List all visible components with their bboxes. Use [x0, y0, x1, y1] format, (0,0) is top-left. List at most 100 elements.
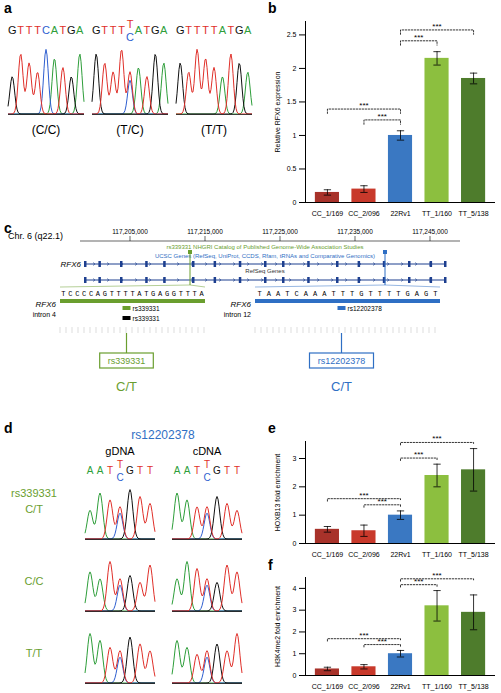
svg-text:C: C — [203, 472, 210, 483]
svg-text:cDNA: cDNA — [193, 445, 222, 457]
svg-text:T: T — [285, 290, 289, 298]
svg-text:C: C — [295, 290, 299, 298]
svg-text:T: T — [61, 290, 65, 298]
svg-text:TT_1/160: TT_1/160 — [422, 210, 452, 218]
svg-text:C/T: C/T — [25, 503, 43, 515]
svg-text:UCSC Genes (RefSeq, UniProt, C: UCSC Genes (RefSeq, UniProt, CCDS, Rfam,… — [155, 253, 375, 259]
svg-text:TT_5/138: TT_5/138 — [459, 683, 489, 691]
svg-text:A: A — [160, 24, 168, 36]
svg-text:A: A — [322, 290, 327, 298]
svg-text:G: G — [151, 24, 160, 36]
svg-text:G: G — [67, 24, 76, 36]
svg-text:3: 3 — [293, 455, 297, 462]
svg-text:2: 2 — [293, 483, 297, 490]
svg-text:A: A — [415, 290, 420, 298]
svg-text:T: T — [107, 465, 113, 476]
svg-text:2.5: 2.5 — [287, 31, 297, 38]
svg-text:***: *** — [359, 101, 368, 110]
svg-text:RFX6: RFX6 — [231, 300, 252, 309]
svg-text:T: T — [179, 290, 183, 298]
svg-text:T: T — [127, 18, 134, 30]
svg-text:T: T — [26, 24, 33, 36]
svg-text:TT_5/138: TT_5/138 — [459, 551, 489, 559]
svg-text:intron 12: intron 12 — [224, 311, 251, 318]
svg-text:HOXB13 fold enrichment: HOXB13 fold enrichment — [274, 454, 281, 531]
svg-text:22Rv1: 22Rv1 — [390, 683, 410, 690]
svg-text:C/C: C/C — [25, 575, 44, 587]
svg-text:intron 4: intron 4 — [33, 311, 56, 318]
svg-text:(T/C): (T/C) — [116, 123, 143, 137]
svg-text:117,235,000: 117,235,000 — [337, 228, 373, 235]
svg-text:A: A — [137, 290, 142, 298]
svg-text:***: *** — [378, 637, 387, 646]
svg-text:C: C — [89, 290, 93, 298]
svg-text:C: C — [68, 290, 72, 298]
svg-text:CC_2/096: CC_2/096 — [348, 210, 380, 218]
svg-text:T: T — [204, 459, 210, 470]
svg-text:rs339331 NHGRI Catalog of Publ: rs339331 NHGRI Catalog of Published Geno… — [166, 244, 363, 250]
svg-text:T: T — [110, 24, 117, 36]
svg-text:G: G — [235, 24, 244, 36]
svg-text:rs339331: rs339331 — [11, 487, 57, 499]
svg-text:T: T — [387, 290, 391, 298]
svg-text:A: A — [219, 24, 227, 36]
svg-text:A: A — [87, 465, 94, 476]
svg-text:T: T — [144, 24, 151, 36]
svg-text:***: *** — [359, 631, 368, 640]
svg-text:***: *** — [359, 491, 368, 500]
svg-text:T: T — [117, 290, 121, 298]
svg-text:T: T — [228, 24, 235, 36]
svg-text:A: A — [267, 290, 272, 298]
svg-text:G: G — [103, 290, 107, 298]
svg-text:T: T — [101, 24, 108, 36]
svg-text:T/T: T/T — [26, 647, 43, 659]
svg-text:***: *** — [432, 22, 441, 31]
svg-text:T: T — [332, 290, 336, 298]
svg-text:T: T — [194, 465, 200, 476]
svg-text:gDNA: gDNA — [105, 445, 135, 457]
svg-text:T: T — [60, 24, 67, 36]
svg-text:T: T — [224, 465, 230, 476]
svg-text:C: C — [116, 472, 123, 483]
svg-text:G: G — [424, 290, 428, 298]
svg-text:3: 3 — [293, 606, 297, 613]
svg-text:0: 0 — [293, 199, 297, 206]
svg-text:1.5: 1.5 — [287, 98, 297, 105]
svg-text:T: T — [17, 24, 24, 36]
svg-text:C/T: C/T — [116, 379, 137, 394]
svg-text:A: A — [96, 290, 101, 298]
svg-text:A: A — [158, 290, 163, 298]
svg-text:A: A — [313, 290, 318, 298]
svg-text:rs12202378: rs12202378 — [131, 428, 195, 442]
svg-text:2: 2 — [293, 628, 297, 635]
svg-text:C/T: C/T — [331, 379, 352, 394]
svg-text:G: G — [126, 465, 134, 476]
svg-text:***: *** — [432, 434, 441, 443]
svg-text:22Rv1: 22Rv1 — [390, 551, 410, 558]
svg-text:CC_1/169: CC_1/169 — [312, 551, 344, 559]
svg-text:A: A — [51, 24, 59, 36]
svg-text:T: T — [258, 290, 262, 298]
svg-text:H3K4me2 fold enrichment: H3K4me2 fold enrichment — [274, 586, 281, 667]
svg-text:A: A — [199, 290, 204, 298]
svg-text:CC_2/096: CC_2/096 — [348, 683, 380, 691]
svg-text:T: T — [211, 24, 218, 36]
svg-text:T: T — [117, 459, 123, 470]
svg-text:T: T — [147, 465, 153, 476]
svg-text:Chr. 6 (q22.1): Chr. 6 (q22.1) — [8, 231, 63, 241]
svg-text:RFX6: RFX6 — [36, 300, 57, 309]
svg-text:G: G — [172, 290, 176, 298]
svg-text:G: G — [406, 290, 410, 298]
svg-text:117,245,000: 117,245,000 — [412, 228, 448, 235]
svg-text:***: *** — [414, 450, 423, 459]
svg-text:TT_1/160: TT_1/160 — [422, 551, 452, 559]
svg-text:(C/C): (C/C) — [32, 123, 61, 137]
svg-text:0: 0 — [293, 540, 297, 547]
svg-text:A: A — [135, 24, 143, 36]
svg-text:G: G — [359, 290, 363, 298]
svg-text:Relative RFX6 expression: Relative RFX6 expression — [274, 71, 282, 152]
svg-text:T: T — [369, 290, 373, 298]
svg-text:A: A — [304, 290, 309, 298]
svg-text:0: 0 — [293, 672, 297, 679]
svg-text:***: *** — [378, 112, 387, 121]
